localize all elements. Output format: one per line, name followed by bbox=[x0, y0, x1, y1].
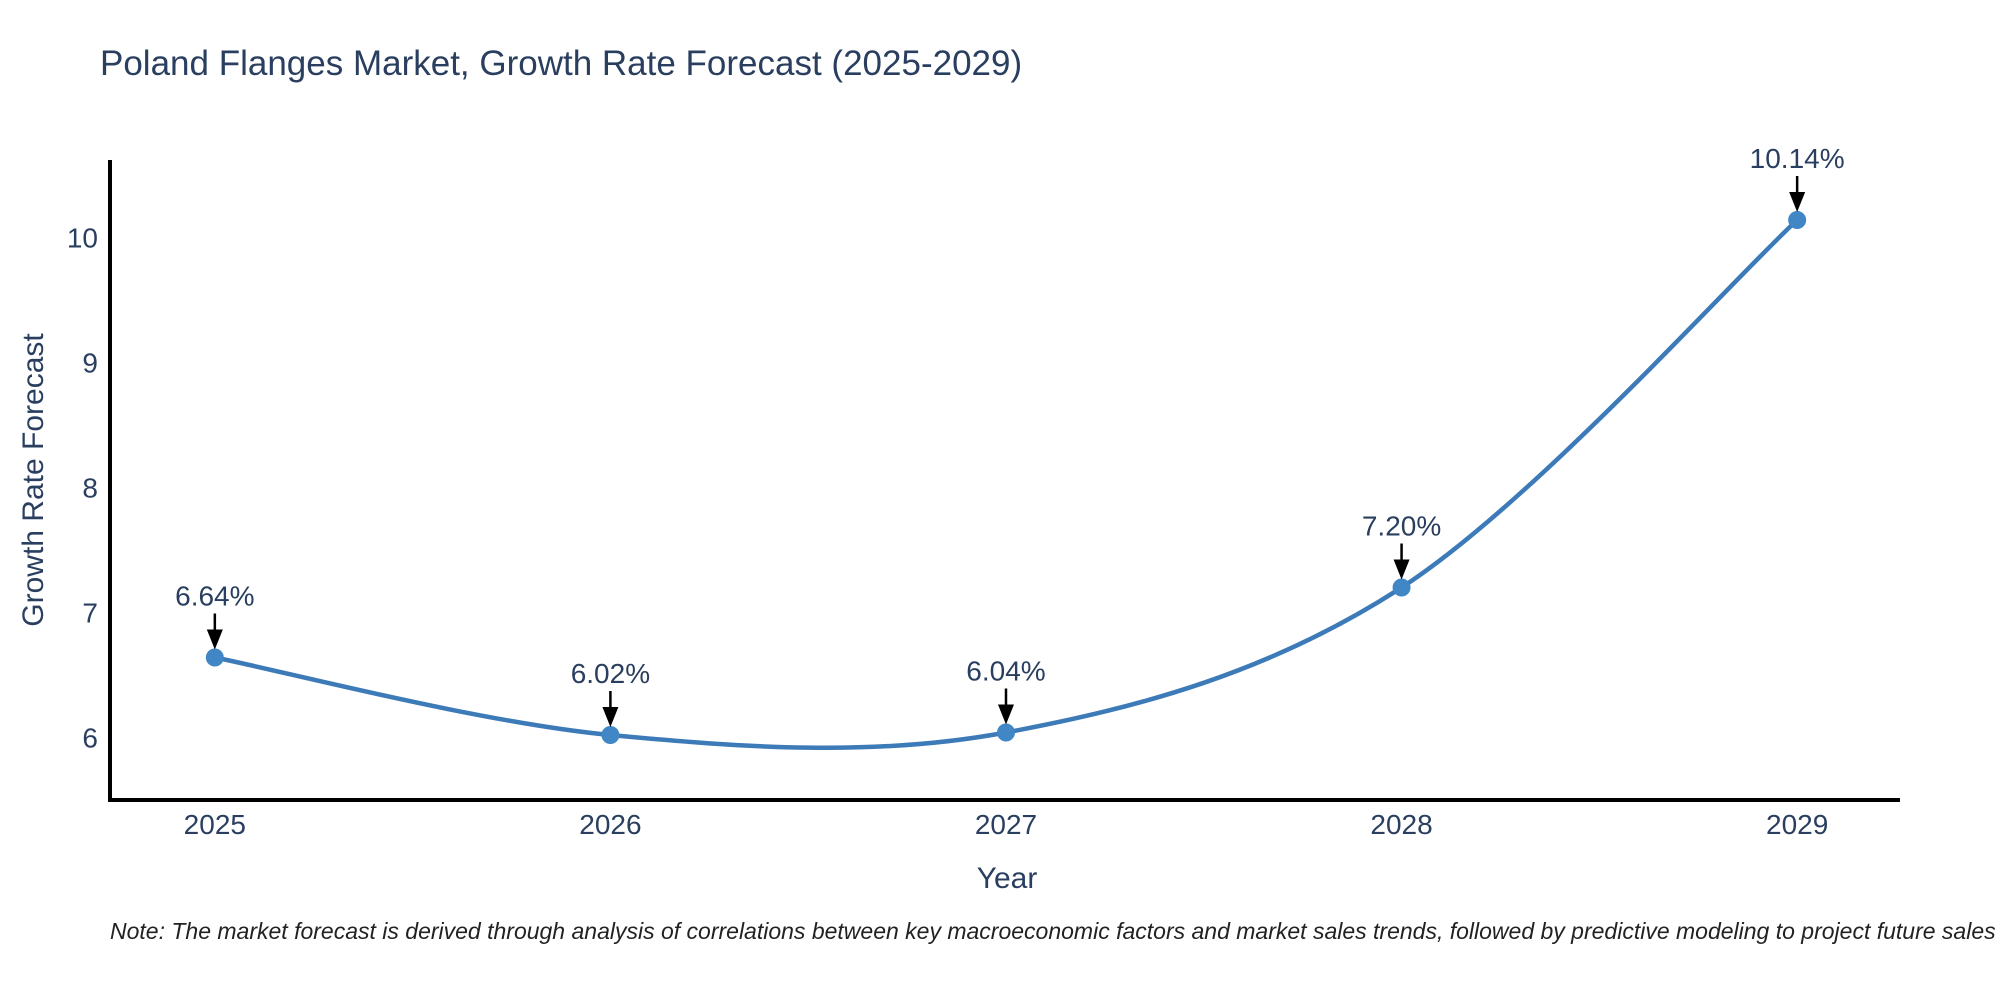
data-point-marker bbox=[1392, 578, 1411, 597]
y-tick-label: 7 bbox=[82, 598, 98, 629]
y-tick-label: 8 bbox=[82, 473, 98, 504]
y-tick-label: 6 bbox=[82, 723, 98, 754]
footnote: Note: The market forecast is derived thr… bbox=[110, 918, 1996, 944]
x-tick-label: 2029 bbox=[1766, 809, 1828, 840]
y-tick-label: 10 bbox=[67, 223, 98, 254]
x-tick-label: 2028 bbox=[1370, 809, 1432, 840]
annotation-arrowhead-icon bbox=[602, 707, 619, 727]
data-point-marker bbox=[601, 726, 620, 744]
annotation-arrowhead-icon bbox=[1789, 192, 1806, 212]
chart-title: Poland Flanges Market, Growth Rate Forec… bbox=[100, 44, 1023, 83]
data-point-marker bbox=[996, 723, 1015, 742]
x-tick-label: 2027 bbox=[975, 809, 1037, 840]
data-point-marker bbox=[1788, 211, 1807, 229]
x-axis-title: Year bbox=[976, 862, 1038, 895]
point-value-label: 6.64% bbox=[175, 581, 254, 612]
point-value-label: 6.02% bbox=[571, 658, 650, 689]
annotation-arrowhead-icon bbox=[997, 704, 1014, 725]
point-value-label: 10.14% bbox=[1750, 143, 1845, 174]
annotation-arrowhead-icon bbox=[1393, 559, 1410, 580]
x-tick-label: 2026 bbox=[579, 809, 641, 840]
x-tick-label: 2025 bbox=[184, 809, 246, 840]
annotation-arrowhead-icon bbox=[206, 629, 223, 650]
data-point-marker bbox=[205, 648, 224, 667]
point-value-label: 7.20% bbox=[1362, 511, 1441, 542]
y-tick-label: 9 bbox=[82, 348, 98, 379]
point-value-label: 6.04% bbox=[966, 656, 1045, 687]
trend-line bbox=[214, 218, 1799, 751]
